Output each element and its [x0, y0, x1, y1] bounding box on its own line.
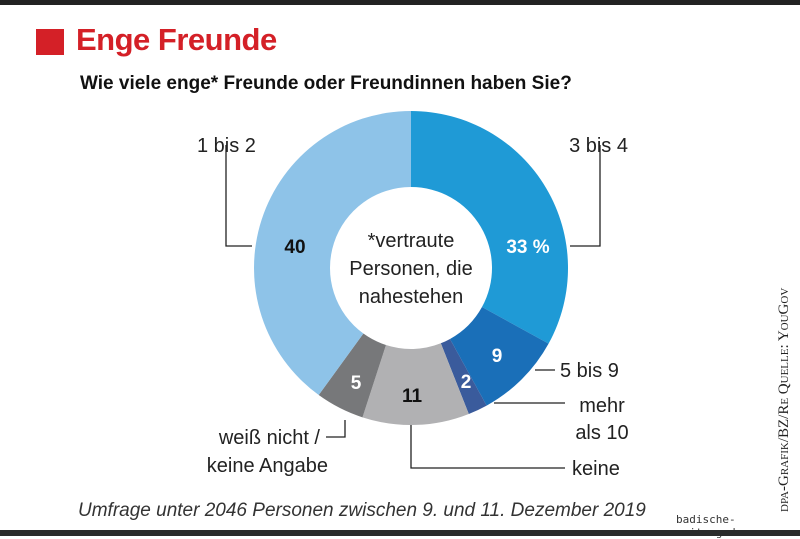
category-label: keine — [572, 458, 620, 480]
slice-value-label: 11 — [402, 386, 423, 407]
bottom-border — [0, 530, 800, 536]
source-credit: dpa-Grafik/BZ/Re Quelle: YouGov — [776, 287, 792, 512]
donut-slice — [440, 338, 487, 414]
category-label: keine Angabe — [207, 455, 328, 477]
leader-line — [326, 420, 346, 438]
center-note: nahestehen — [359, 286, 464, 308]
top-border — [0, 0, 800, 5]
donut-slice — [450, 307, 549, 406]
slice-value-label: 33 % — [506, 237, 549, 258]
center-note: Personen, die — [349, 258, 472, 280]
chart-title: Enge Freunde — [76, 22, 277, 57]
category-label: 1 bis 2 — [197, 135, 256, 157]
leader-line — [570, 145, 601, 247]
donut-slice — [362, 343, 469, 425]
donut-slice — [411, 111, 568, 344]
slice-value-label: 9 — [492, 346, 503, 367]
leader-line — [410, 425, 565, 469]
donut-slice — [318, 333, 386, 418]
category-label: 5 bis 9 — [560, 360, 619, 382]
category-label: 3 bis 4 — [569, 135, 628, 157]
category-label: mehr — [579, 395, 625, 417]
slice-value-label: 5 — [351, 373, 362, 394]
leader-line — [225, 145, 252, 247]
slice-value-label: 40 — [284, 237, 305, 258]
category-label: weiß nicht / — [218, 427, 321, 449]
category-label: als 10 — [575, 422, 628, 444]
title-marker — [36, 29, 64, 55]
slice-value-label: 2 — [461, 372, 472, 393]
footnote: Umfrage unter 2046 Personen zwischen 9. … — [78, 500, 646, 521]
donut-slice — [254, 111, 411, 396]
chart-subtitle: Wie viele enge* Freunde oder Freundinnen… — [80, 73, 572, 94]
center-note: *vertraute — [368, 230, 455, 252]
